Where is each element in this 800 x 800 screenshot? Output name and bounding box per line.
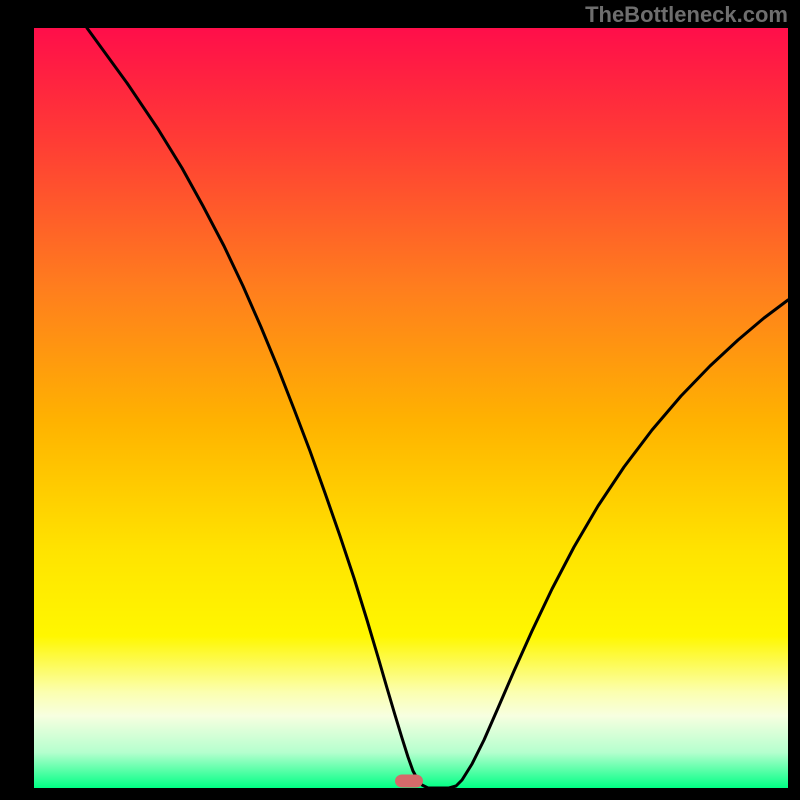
plot-background: [34, 28, 788, 788]
watermark-text: TheBottleneck.com: [585, 2, 788, 27]
optimal-marker: [395, 775, 423, 788]
